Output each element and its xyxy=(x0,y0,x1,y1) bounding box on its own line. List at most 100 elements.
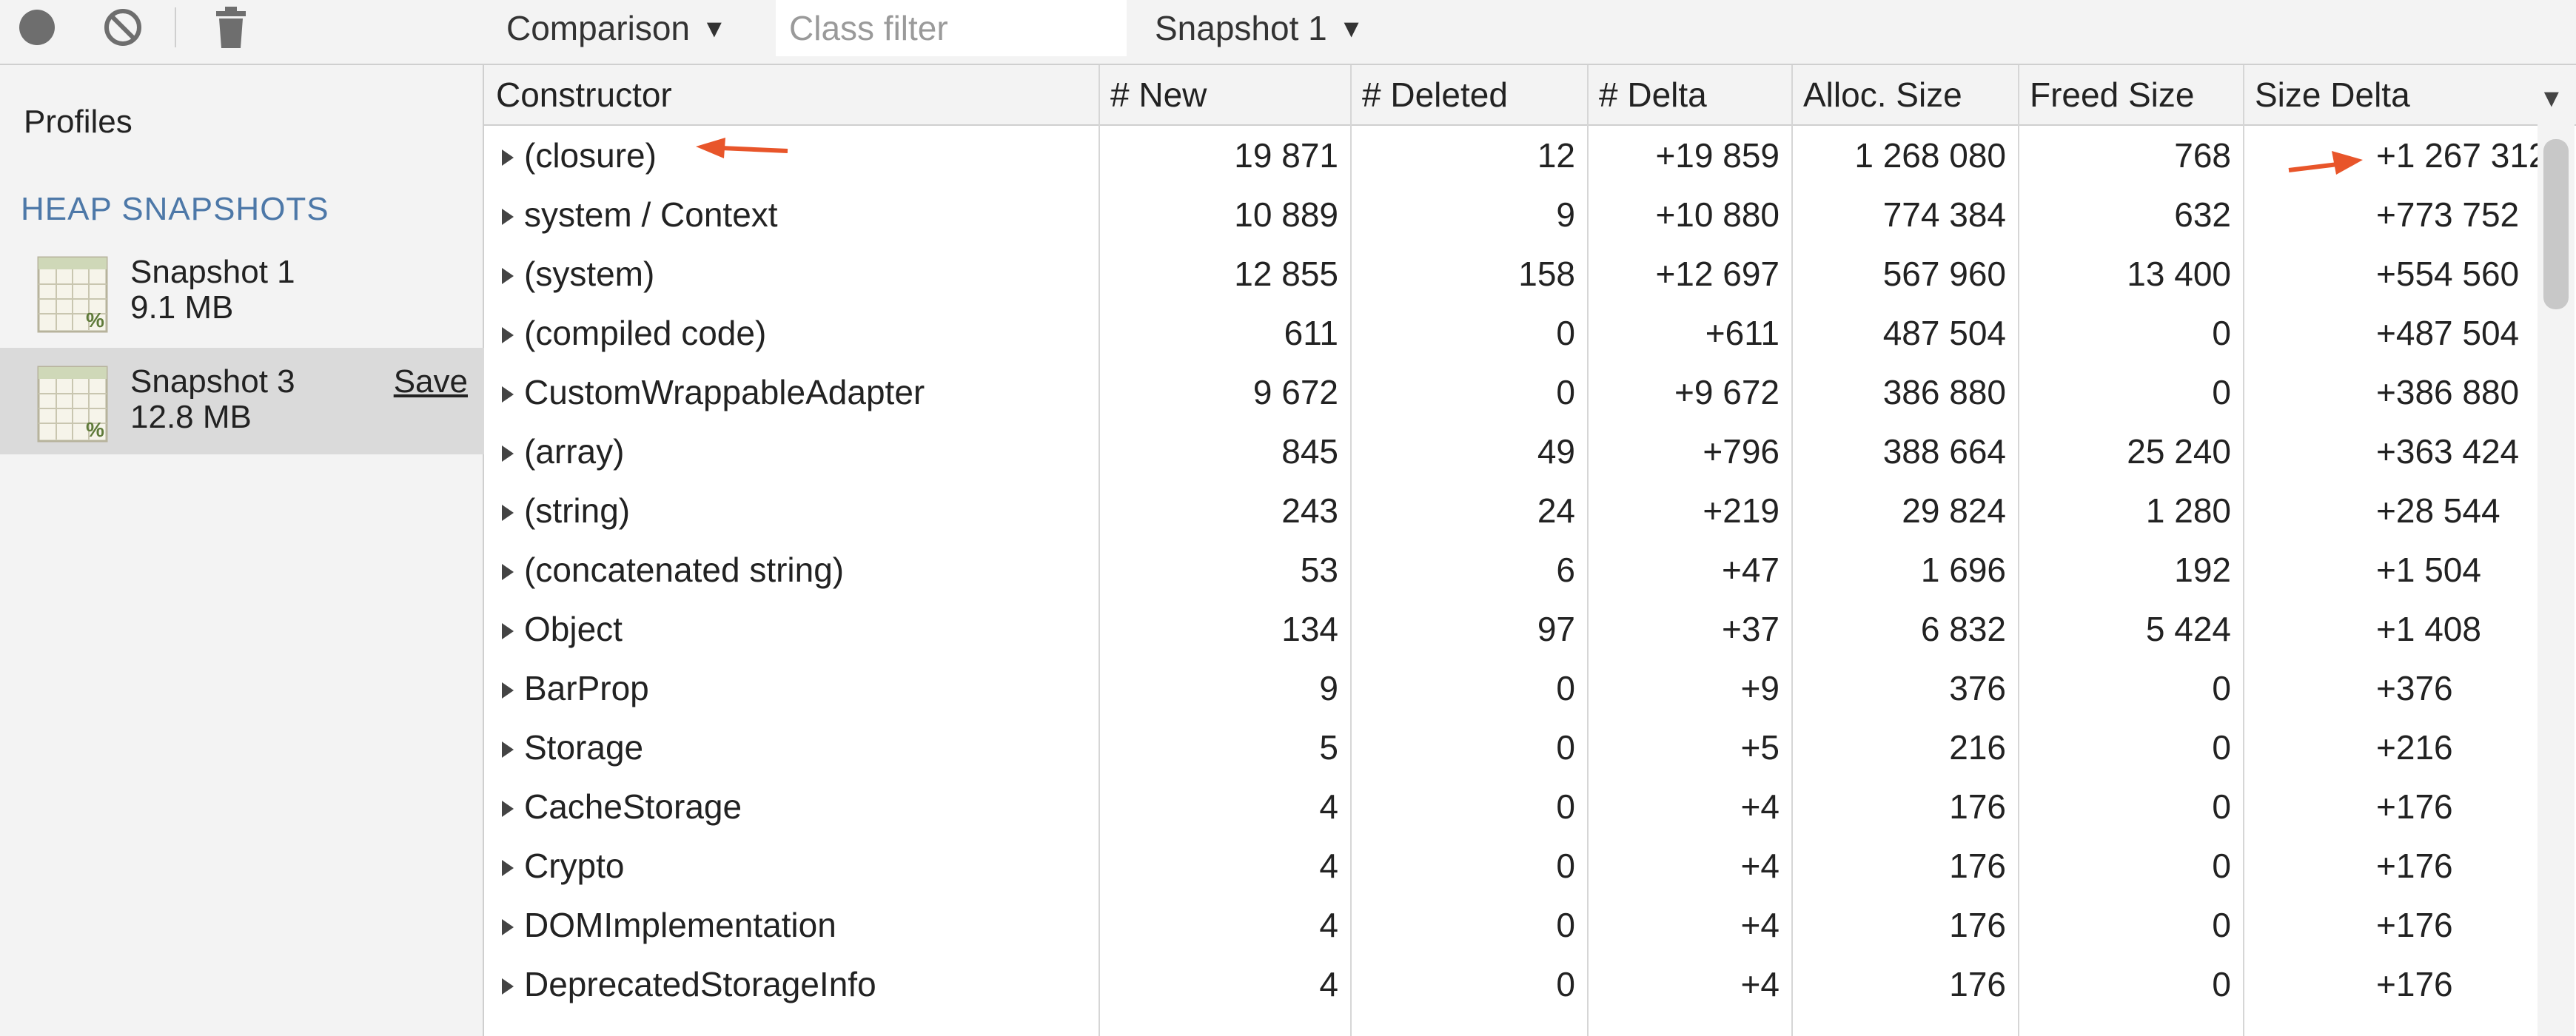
expand-triangle-icon[interactable] xyxy=(502,623,514,639)
constructor-name: Crypto xyxy=(524,847,625,885)
size-delta-cell: +1 504 xyxy=(2376,551,2481,589)
class-filter-input[interactable] xyxy=(776,0,1127,56)
table-row[interactable]: DOMImplementation 4 0 +4 176 0 +176 xyxy=(484,895,2576,955)
heap-comparison-view: Comparison ▼ Snapshot 1 ▼ Constructor # New… xyxy=(484,0,2576,1036)
table-row[interactable]: (string) 243 24 +219 29 824 1 280 +28 544 xyxy=(484,481,2576,540)
delta-cell: +47 xyxy=(1721,551,1780,589)
expand-triangle-icon[interactable] xyxy=(502,741,514,758)
constructor-cell: (string) xyxy=(484,481,1099,540)
heap-snapshot-icon: % xyxy=(37,366,108,446)
alloc-size-cell: 386 880 xyxy=(1882,373,2006,411)
view-mode-value: Comparison xyxy=(506,9,690,47)
column-new-header[interactable]: # New xyxy=(1110,75,1207,114)
expand-triangle-icon[interactable] xyxy=(502,860,514,876)
expand-triangle-icon[interactable] xyxy=(502,445,514,462)
alloc-size-cell: 216 xyxy=(1949,728,2006,767)
delta-cell: +4 xyxy=(1740,847,1780,885)
column-size-delta-header[interactable]: Size Delta xyxy=(2255,75,2410,114)
new-cell: 53 xyxy=(1300,551,1338,589)
snapshot-size: 9.1 MB xyxy=(130,289,234,326)
freed-size-cell: 5 424 xyxy=(2145,610,2231,648)
table-row[interactable]: (concatenated string) 53 6 +47 1 696 192 +1 50… xyxy=(484,540,2576,599)
column-freed-size-header[interactable]: Freed Size xyxy=(2030,75,2195,114)
alloc-size-cell: 176 xyxy=(1949,965,2006,1003)
table-row[interactable]: (closure) 19 871 12 +19 859 1 268 080 768 +1 2… xyxy=(484,126,2576,185)
deleted-cell: 49 xyxy=(1537,432,1575,471)
snapshot-item-1[interactable]: % Snapshot 1 9.1 MB xyxy=(0,238,484,345)
profiler-toolbar xyxy=(0,0,484,65)
scrollbar-thumb[interactable] xyxy=(2543,139,2569,309)
constructor-name: DOMImplementation xyxy=(524,906,836,944)
sort-descending-icon[interactable]: ▼ xyxy=(2539,84,2564,112)
size-delta-cell: +773 752 xyxy=(2376,195,2520,234)
deleted-cell: 0 xyxy=(1556,669,1575,707)
expand-triangle-icon[interactable] xyxy=(502,564,514,580)
delta-cell: +611 xyxy=(1705,314,1780,352)
column-divider xyxy=(1350,65,1352,1036)
alloc-size-cell: 567 960 xyxy=(1882,255,2006,293)
table-row[interactable]: Storage 5 0 +5 216 0 +216 xyxy=(484,718,2576,777)
table-row[interactable]: CustomWrappableAdapter 9 672 0 +9 672 386 88… xyxy=(484,363,2576,422)
table-row[interactable]: (compiled code) 611 0 +611 487 504 0 +487 504 xyxy=(484,303,2576,363)
new-cell: 12 855 xyxy=(1234,255,1338,293)
profiles-heading: Profiles xyxy=(24,104,133,140)
freed-size-cell: 0 xyxy=(2212,965,2231,1003)
freed-size-cell: 13 400 xyxy=(2127,255,2231,293)
expand-triangle-icon[interactable] xyxy=(502,209,514,225)
base-snapshot-dropdown[interactable]: Snapshot 1 ▼ xyxy=(1155,6,1364,50)
size-delta-cell: +487 504 xyxy=(2376,314,2520,352)
column-deleted-header[interactable]: # Deleted xyxy=(1362,75,1508,114)
deleted-cell: 12 xyxy=(1537,136,1575,175)
expand-triangle-icon[interactable] xyxy=(502,327,514,343)
table-row[interactable]: Crypto 4 0 +4 176 0 +176 xyxy=(484,836,2576,895)
expand-triangle-icon[interactable] xyxy=(502,268,514,284)
deleted-cell: 0 xyxy=(1556,728,1575,767)
delta-cell: +12 697 xyxy=(1655,255,1780,293)
svg-text:%: % xyxy=(86,309,104,332)
expand-triangle-icon[interactable] xyxy=(502,386,514,403)
table-row[interactable]: (array) 845 49 +796 388 664 25 240 +363 424 xyxy=(484,422,2576,481)
delta-cell: +9 672 xyxy=(1674,373,1780,411)
table-row[interactable]: DeprecatedStorageInfo 4 0 +4 176 0 +176 xyxy=(484,955,2576,1014)
freed-size-cell: 192 xyxy=(2174,551,2231,589)
freed-size-cell: 768 xyxy=(2174,136,2231,175)
alloc-size-cell: 388 664 xyxy=(1882,432,2006,471)
new-cell: 19 871 xyxy=(1234,136,1338,175)
snapshot-item-3[interactable]: % Snapshot 3 12.8 MB Save xyxy=(0,348,484,454)
column-alloc-size-header[interactable]: Alloc. Size xyxy=(1803,75,1962,114)
deleted-cell: 0 xyxy=(1556,847,1575,885)
base-snapshot-value: Snapshot 1 xyxy=(1155,9,1327,47)
size-delta-cell: +1 267 312 xyxy=(2376,136,2539,175)
column-delta-header[interactable]: # Delta xyxy=(1599,75,1707,114)
expand-triangle-icon[interactable] xyxy=(502,801,514,817)
delta-cell: +10 880 xyxy=(1655,195,1780,234)
expand-triangle-icon[interactable] xyxy=(502,978,514,995)
table-row[interactable]: BarProp 9 0 +9 376 0 +376 xyxy=(484,659,2576,718)
trash-icon[interactable] xyxy=(209,0,253,55)
new-cell: 5 xyxy=(1319,728,1338,767)
expand-triangle-icon[interactable] xyxy=(502,149,514,166)
save-snapshot-link[interactable]: Save xyxy=(393,363,468,400)
view-mode-dropdown[interactable]: Comparison ▼ xyxy=(506,6,727,50)
clear-icon[interactable] xyxy=(99,0,147,55)
record-icon[interactable] xyxy=(13,0,61,55)
table-row[interactable]: (system) 12 855 158 +12 697 567 960 13 400 +55… xyxy=(484,244,2576,303)
constructor-name: system / Context xyxy=(524,195,778,234)
table-row[interactable]: system / Context 10 889 9 +10 880 774 384 632… xyxy=(484,185,2576,244)
table-row[interactable]: Object 134 97 +37 6 832 5 424 +1 408 xyxy=(484,599,2576,659)
freed-size-cell: 0 xyxy=(2212,847,2231,885)
table-row[interactable]: CacheStorage 4 0 +4 176 0 +176 xyxy=(484,777,2576,836)
column-divider xyxy=(1587,65,1589,1036)
expand-triangle-icon[interactable] xyxy=(502,505,514,521)
dropdown-arrow-icon: ▼ xyxy=(702,15,727,43)
column-constructor-header[interactable]: Constructor xyxy=(496,75,672,114)
expand-triangle-icon[interactable] xyxy=(502,919,514,935)
column-divider xyxy=(2243,65,2244,1036)
delta-cell: +37 xyxy=(1721,610,1780,648)
deleted-cell: 24 xyxy=(1537,491,1575,530)
vertical-scrollbar[interactable] xyxy=(2538,124,2575,1036)
comparison-table: Constructor # New # Deleted # Delta Alloc. S… xyxy=(484,65,2576,1036)
expand-triangle-icon[interactable] xyxy=(502,682,514,699)
new-cell: 9 xyxy=(1319,669,1338,707)
view-toolbar: Comparison ▼ Snapshot 1 ▼ xyxy=(484,0,2576,65)
